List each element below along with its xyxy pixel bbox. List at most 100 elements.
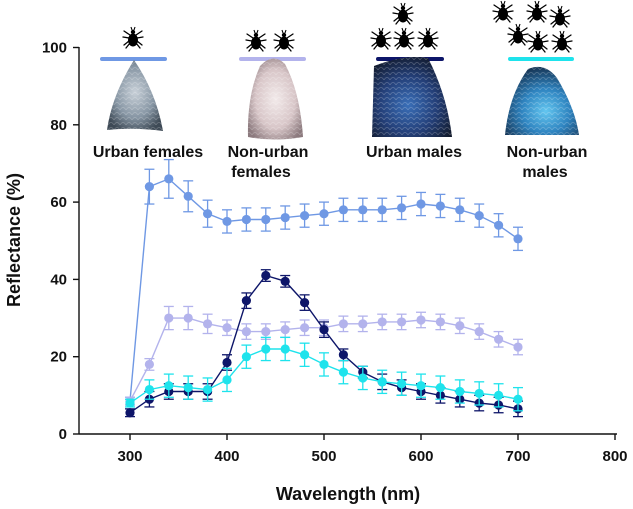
data-point — [494, 220, 504, 230]
data-point — [183, 191, 193, 201]
series-non-urban-males — [125, 336, 523, 412]
data-point — [222, 375, 232, 385]
data-point — [203, 319, 213, 329]
data-point — [377, 377, 387, 387]
data-point — [300, 211, 310, 221]
data-point — [455, 386, 465, 397]
data-point — [125, 398, 135, 408]
label-non-urban-males: Non-urban males — [507, 144, 588, 181]
data-point — [203, 384, 213, 395]
data-point — [416, 199, 426, 209]
data-point — [144, 384, 154, 395]
plot-area — [125, 158, 523, 418]
data-point — [435, 383, 445, 393]
data-point — [261, 270, 271, 281]
urban-male-tick-scutum-photo — [372, 57, 452, 137]
tick-icon — [551, 30, 573, 53]
data-point — [280, 325, 290, 335]
y-axis-title: Reflectance (%) — [4, 173, 24, 307]
tick-icon — [417, 27, 439, 50]
data-point — [280, 344, 290, 354]
y-tick-label: 40 — [50, 271, 67, 288]
non-urban-male-tick-scutum-photo — [505, 66, 579, 135]
data-point — [416, 381, 426, 391]
x-tick-label: 400 — [214, 448, 239, 465]
x-tick-label: 300 — [117, 448, 142, 465]
y-tick-group: 0 20 40 60 80 100 — [42, 40, 79, 443]
non-urban-female-tick-scutum-photo — [247, 58, 303, 140]
data-point — [183, 313, 193, 323]
data-point — [300, 350, 310, 360]
tick-icon — [527, 30, 549, 53]
y-tick-label: 20 — [50, 349, 67, 366]
data-point — [397, 317, 407, 327]
tick-icon — [549, 5, 571, 28]
data-point — [280, 276, 290, 286]
series-non-urban-females — [125, 305, 523, 406]
tick-icon — [526, 0, 548, 23]
data-point — [397, 203, 407, 213]
data-point — [241, 214, 251, 225]
data-point — [474, 326, 484, 337]
data-point — [358, 319, 368, 329]
tick-icon — [392, 2, 414, 25]
data-point — [241, 296, 251, 306]
data-point — [338, 350, 348, 360]
urban-female-tick-scutum-photo — [107, 60, 163, 131]
data-point — [241, 352, 251, 362]
data-point — [164, 381, 174, 391]
data-point — [319, 209, 329, 219]
data-point — [144, 182, 154, 192]
data-point — [280, 212, 290, 223]
y-tick-label: 0 — [59, 426, 67, 443]
label-non-urban-females-line-2: females — [231, 164, 291, 181]
tick-icon — [370, 27, 392, 50]
data-point — [261, 326, 271, 337]
tick-icon-group — [122, 0, 573, 53]
tick-icon — [273, 29, 295, 52]
y-tick-label: 60 — [50, 194, 67, 211]
data-point — [397, 379, 407, 389]
data-point — [125, 408, 135, 418]
data-point — [261, 344, 271, 354]
data-point — [222, 323, 232, 333]
data-point — [300, 323, 310, 333]
x-tick-label: 800 — [602, 448, 627, 465]
data-point — [164, 313, 174, 323]
data-point — [222, 216, 232, 227]
data-point — [319, 325, 329, 335]
data-point — [455, 321, 465, 331]
x-tick-label: 700 — [505, 448, 530, 465]
label-non-urban-males-line-2: males — [522, 164, 567, 181]
series-urban-males — [125, 269, 523, 418]
data-point — [513, 342, 523, 352]
data-point — [222, 357, 232, 368]
data-point — [377, 205, 387, 215]
data-point — [203, 209, 213, 219]
data-point — [513, 234, 523, 244]
data-point — [164, 174, 174, 184]
data-point — [319, 359, 329, 370]
y-tick-label: 80 — [50, 117, 67, 134]
x-tick-label: 600 — [408, 448, 433, 465]
data-point — [435, 201, 445, 211]
label-urban-males: Urban males — [366, 144, 462, 161]
label-non-urban-females: Non-urban females — [228, 144, 309, 181]
tick-icon — [393, 27, 415, 50]
data-point — [494, 390, 504, 400]
data-point — [241, 326, 251, 337]
label-urban-females: Urban females — [93, 144, 203, 161]
data-point — [144, 359, 154, 370]
x-tick-group: 300 400 500 600 700 800 — [117, 434, 628, 465]
data-point — [494, 334, 504, 344]
x-axis-title: Wavelength (nm) — [276, 484, 420, 504]
data-point — [358, 205, 368, 215]
data-point — [300, 297, 310, 308]
data-point — [338, 367, 348, 377]
tick-icon — [245, 29, 267, 52]
data-point — [455, 205, 465, 215]
tick-icon — [122, 26, 144, 49]
label-urban-females-line-1: Urban females — [93, 144, 203, 161]
data-point — [416, 315, 426, 325]
